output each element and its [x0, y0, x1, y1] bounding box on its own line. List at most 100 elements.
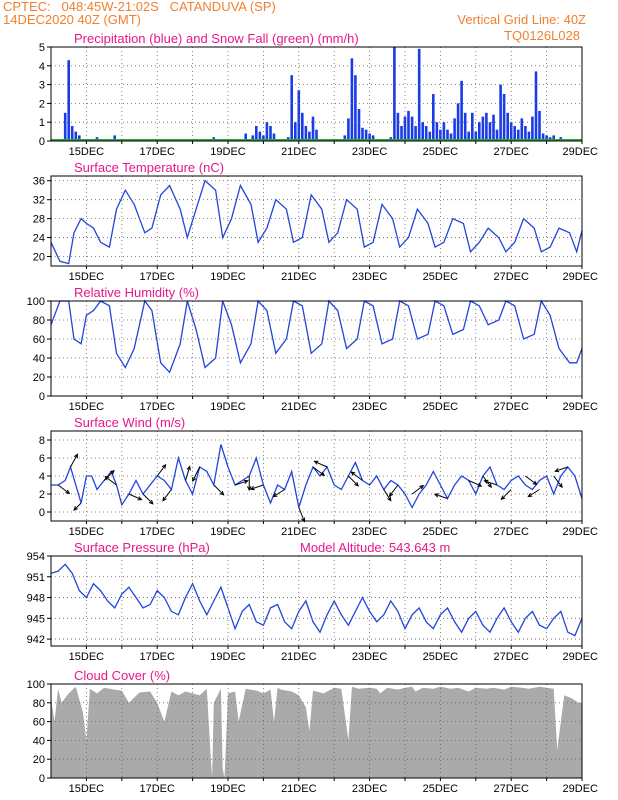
precip-bar — [361, 127, 364, 141]
pres-ytick-label: 951 — [27, 572, 45, 584]
wind-arrow-head — [554, 468, 560, 473]
precip-ytick-label: 1 — [39, 117, 45, 129]
precip-bar — [343, 135, 347, 141]
precip-bar — [396, 112, 400, 141]
precip-ytick-label: 3 — [39, 80, 45, 92]
wind-arrow — [351, 471, 363, 481]
temp-xtick-label: 27DEC — [493, 271, 529, 283]
temp-frame — [50, 175, 583, 267]
precip-xtick-label: 25DEC — [423, 146, 459, 158]
wind-arrow-head — [354, 481, 359, 487]
rh-frame — [50, 300, 583, 397]
temp-xtick-label: 15DEC — [69, 271, 105, 283]
wind-arrow-head — [313, 460, 319, 465]
wind-ytick-label: 8 — [39, 435, 45, 447]
wind-title: Surface Wind (m/s) — [74, 415, 185, 430]
precip-bar — [502, 94, 506, 141]
wind-arrow — [389, 484, 399, 497]
precip-bar — [410, 116, 414, 141]
precip-bar — [478, 122, 481, 141]
precip-bar — [446, 129, 449, 141]
precip-title: Precipitation (blue) and Snow Fall (gree… — [74, 31, 359, 46]
rh-series-line — [50, 299, 583, 374]
pres-ytick-label: 954 — [27, 551, 45, 563]
precip-bar — [471, 112, 474, 141]
wind-arrow — [162, 489, 172, 502]
precip-ytick-label: 4 — [39, 61, 45, 73]
precip-bar — [258, 131, 262, 141]
precip-bar — [70, 126, 74, 141]
temp-ytick-label: 24 — [33, 233, 45, 245]
cloud-ytick-label: 60 — [33, 717, 45, 729]
rh-xtick-label: 17DEC — [139, 401, 175, 413]
precip-xtick-label: 17DEC — [139, 146, 175, 158]
rh-title: Relative Humidity (%) — [74, 285, 199, 300]
rh-ytick-label: 0 — [39, 391, 45, 403]
temp-ytick-label: 20 — [33, 252, 45, 264]
precip-bar — [414, 126, 417, 141]
wind-arrow — [383, 489, 392, 501]
wind-arrow — [103, 470, 115, 481]
wind-arrow-head — [192, 476, 197, 483]
precip-bar — [520, 118, 524, 141]
precip-bar — [524, 126, 527, 141]
precip-bar — [364, 129, 368, 141]
precip-bar — [350, 58, 354, 141]
wind-arrow — [192, 466, 201, 482]
rh-xtick-label: 23DEC — [352, 401, 388, 413]
wind-arrow-head — [73, 506, 79, 511]
temp-xtick-label: 29DEC — [563, 271, 599, 283]
pres-ytick-label: 948 — [27, 593, 45, 605]
wind-arrow-head — [148, 499, 154, 505]
rh-xtick-label: 19DEC — [210, 401, 246, 413]
precip-bar — [499, 84, 502, 141]
precip-bar — [488, 122, 492, 141]
wind-arrow-head — [243, 479, 249, 484]
rh-xtick-label: 15DEC — [69, 401, 105, 413]
wind-arrow-head — [219, 490, 225, 496]
pres-xtick-label: 21DEC — [281, 651, 317, 663]
wind-arrow-head — [272, 492, 278, 498]
cloud-ytick-label: 40 — [33, 735, 45, 747]
wind-arrow-head — [419, 484, 425, 490]
cloud-xtick-label: 21DEC — [281, 783, 317, 795]
temp-xtick-label: 19DEC — [210, 271, 246, 283]
precip-bar — [428, 131, 432, 141]
precip-ytick-label: 2 — [39, 98, 45, 110]
cloud-area — [51, 686, 582, 778]
precip-bar — [265, 122, 269, 141]
pres-xtick-label: 29DEC — [563, 651, 599, 663]
cloud-title: Cloud Cover (%) — [74, 668, 170, 683]
location-header: CPTEC: 048:45W-21:02S CATANDUVA (SP) — [3, 0, 276, 14]
precip-bar — [506, 112, 509, 141]
precip-bar — [403, 116, 407, 141]
temp-xtick-label: 21DEC — [281, 271, 317, 283]
temp-xtick-label: 17DEC — [139, 271, 175, 283]
pres-xtick-label: 27DEC — [493, 651, 529, 663]
cloud-ytick-label: 80 — [33, 698, 45, 710]
wind-frame — [50, 430, 583, 522]
precip-bar — [527, 131, 531, 141]
precip-bar — [545, 135, 548, 141]
rh-xtick-label: 21DEC — [281, 401, 317, 413]
precip-ytick-label: 0 — [39, 136, 45, 148]
rh-ytick-label: 40 — [33, 353, 45, 365]
precip-bar — [449, 133, 453, 141]
precip-bar — [244, 133, 247, 141]
pres-xtick-label: 17DEC — [139, 651, 175, 663]
precip-bar — [456, 103, 460, 141]
cloud-xtick-label: 27DEC — [493, 783, 529, 795]
wind-arrow-head — [483, 479, 489, 484]
wind-arrow-head — [500, 495, 506, 501]
precip-bar — [552, 135, 555, 141]
wind-arrow-head — [388, 492, 394, 498]
wind-arrow — [128, 493, 142, 501]
wind-arrow-head — [162, 496, 167, 502]
precip-bar — [481, 116, 485, 141]
wind-arrow — [250, 484, 264, 490]
precip-bar — [432, 94, 435, 141]
wind-arrow-head — [109, 469, 115, 475]
wind-arrow-head — [73, 453, 79, 459]
cloud-xtick-label: 17DEC — [139, 783, 175, 795]
